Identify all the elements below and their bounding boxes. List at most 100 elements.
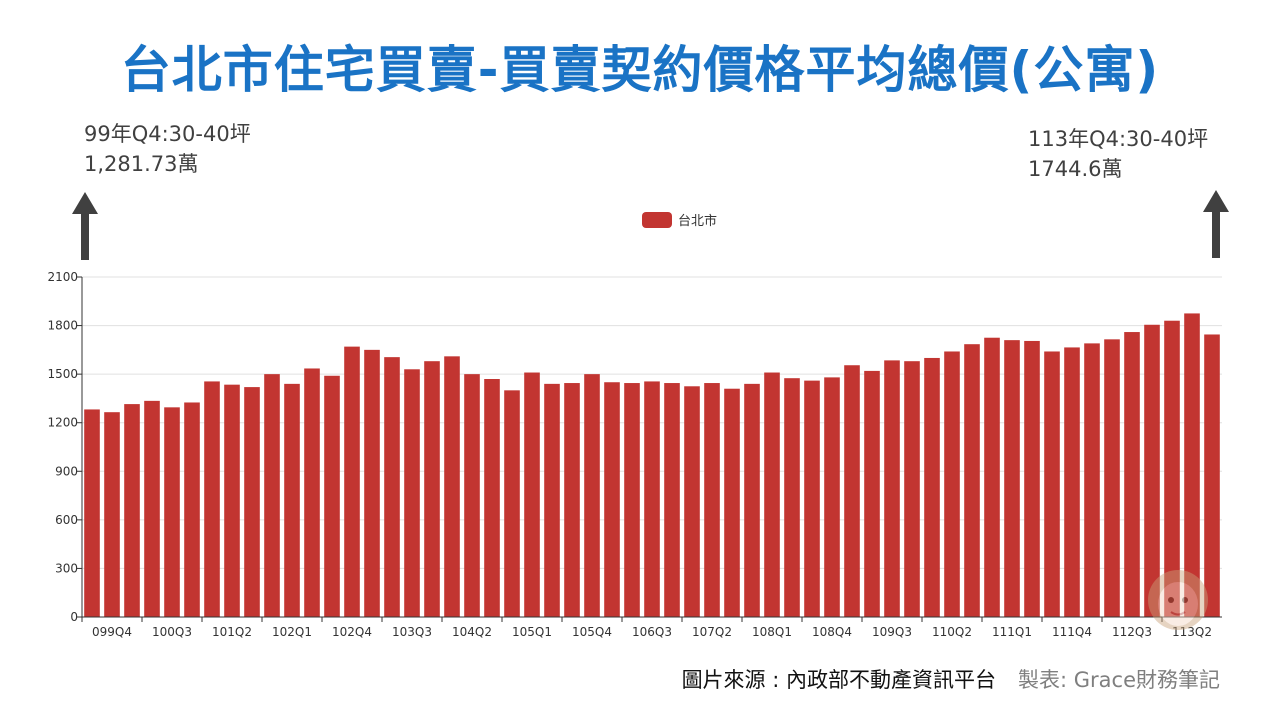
up-arrow-icon (1203, 190, 1229, 258)
bar (864, 370, 880, 617)
bar (724, 388, 740, 617)
up-arrow-icon (72, 192, 98, 260)
bar (844, 365, 860, 617)
y-tick-label: 1500 (47, 367, 78, 381)
x-tick-label: 100Q3 (152, 625, 192, 639)
bar (1004, 340, 1020, 617)
x-tick-label: 111Q1 (992, 625, 1032, 639)
legend-label: 台北市 (678, 213, 717, 229)
x-tick-label: 111Q4 (1052, 625, 1092, 639)
bar (824, 377, 840, 617)
y-tick-label: 2100 (47, 270, 78, 284)
bar (984, 337, 1000, 617)
bar (144, 400, 160, 617)
bar (484, 379, 500, 617)
bar (244, 387, 260, 617)
y-tick-label: 300 (55, 561, 78, 575)
x-tick-label: 112Q3 (1112, 625, 1152, 639)
avatar-icon (1148, 570, 1208, 630)
bar (784, 378, 800, 617)
chart-bars (84, 313, 1220, 617)
right-annotation-line2: 1744.6萬 (1028, 157, 1123, 181)
bar (424, 361, 440, 617)
bar (744, 383, 760, 617)
bar (964, 344, 980, 617)
bar (104, 412, 120, 617)
bar (584, 374, 600, 617)
y-tick-label: 600 (55, 513, 78, 527)
bar (404, 369, 420, 617)
x-axis: 099Q4 100Q3 101Q2 102Q1 102Q4 103Q3 104Q2 105Q1… (81, 616, 1222, 639)
bar (284, 383, 300, 617)
x-tick-label: 108Q4 (812, 625, 852, 639)
bar (444, 356, 460, 617)
y-axis: 0 300 600 900 1200 1500 1800 2100 (47, 270, 83, 624)
bar (304, 368, 320, 617)
bar (464, 374, 480, 617)
x-tick-label: 105Q4 (572, 625, 612, 639)
bar (604, 382, 620, 617)
bar (1144, 324, 1160, 617)
bar (1164, 320, 1180, 617)
bar (904, 361, 920, 617)
bar (1124, 332, 1140, 617)
bar (264, 374, 280, 617)
bar (84, 409, 100, 617)
credit-text: 製表: Grace財務筆記 (1018, 668, 1220, 692)
bar (524, 372, 540, 617)
bar (1104, 339, 1120, 617)
footer: 圖片來源 : 內政部不動產資訊平台 製表: Grace財務筆記 (600, 664, 1220, 694)
bar (324, 375, 340, 617)
left-annotation-line2: 1,281.73萬 (84, 152, 199, 176)
left-annotation: 99年Q4:30-40坪 1,281.73萬 (84, 119, 251, 179)
bar (924, 357, 940, 617)
bar (344, 346, 360, 617)
right-annotation: 113年Q4:30-40坪 1744.6萬 (1028, 124, 1208, 184)
bar (124, 404, 140, 617)
bar (664, 383, 680, 617)
bar (644, 381, 660, 617)
y-tick-label: 1200 (47, 416, 78, 430)
x-tick-label: 109Q3 (872, 625, 912, 639)
bar (184, 402, 200, 617)
bar (944, 351, 960, 617)
chart-legend: 台北市 (642, 212, 717, 229)
bar (1024, 340, 1040, 617)
x-tick-label: 102Q4 (332, 625, 372, 639)
left-annotation-line1: 99年Q4:30-40坪 (84, 122, 251, 146)
x-tick-label: 108Q1 (752, 625, 792, 639)
bar (804, 380, 820, 617)
bar (1064, 347, 1080, 617)
x-tick-label: 105Q1 (512, 625, 552, 639)
bar (364, 349, 380, 617)
x-tick-label: 102Q1 (272, 625, 312, 639)
source-text: 圖片來源 : 內政部不動產資訊平台 (681, 668, 996, 692)
legend-swatch (642, 212, 672, 228)
y-tick-label: 1800 (47, 319, 78, 333)
bar (164, 407, 180, 617)
x-tick-label: 113Q2 (1172, 625, 1212, 639)
bar (384, 357, 400, 617)
x-tick-label: 101Q2 (212, 625, 252, 639)
bar (624, 383, 640, 617)
bar (1204, 334, 1220, 617)
page-title: 台北市住宅買賣-買賣契約價格平均總價(公寓) (120, 41, 1160, 99)
bar (704, 383, 720, 617)
right-annotation-line1: 113年Q4:30-40坪 (1028, 127, 1209, 151)
bar (544, 383, 560, 617)
x-tick-label: 106Q3 (632, 625, 672, 639)
y-tick-label: 900 (55, 464, 78, 478)
bar (684, 386, 700, 617)
y-tick-label: 0 (70, 610, 78, 624)
x-tick-label: 103Q3 (392, 625, 432, 639)
x-tick-label: 110Q2 (932, 625, 972, 639)
bar (504, 390, 520, 617)
bar (224, 384, 240, 617)
bar (1084, 343, 1100, 617)
bar (764, 372, 780, 617)
x-tick-label: 107Q2 (692, 625, 732, 639)
bar (884, 360, 900, 617)
x-tick-label: 104Q2 (452, 625, 492, 639)
bar (1044, 351, 1060, 617)
